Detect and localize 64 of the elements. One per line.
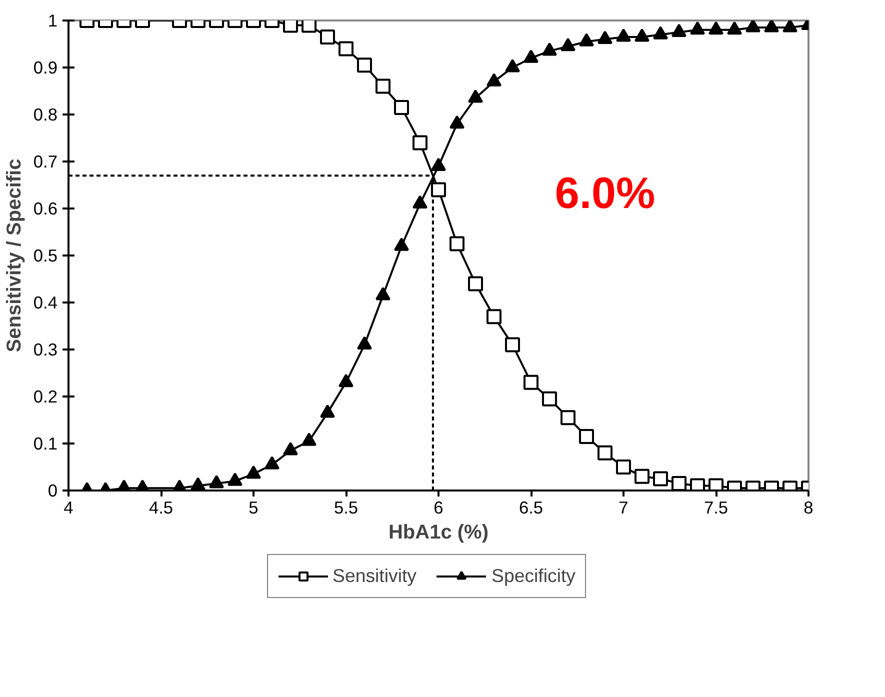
y-tick-label: 1 [48,10,58,30]
x-tick-label: 4.5 [148,498,174,518]
y-tick-label: 0.4 [33,292,58,312]
x-axis-title: HbA1c (%) [388,522,489,544]
point [542,42,557,56]
y-tick-label: 0.6 [33,198,58,218]
point [764,20,779,32]
point [653,26,668,40]
y-tick-label: 0.1 [33,434,58,454]
legend-label: Specificity [492,565,576,587]
point [394,238,409,251]
point [357,58,372,73]
point [598,30,612,44]
point [302,432,316,446]
point [708,478,724,490]
point [209,474,224,488]
y-tick-label: 0.7 [33,152,58,172]
point [560,38,576,52]
point [672,24,686,38]
x-tick-label: 4 [64,498,74,518]
x-tick-label: 5 [248,498,258,518]
point [616,28,631,42]
point [338,374,354,388]
point [357,336,372,350]
point [782,20,798,32]
point [505,58,520,72]
point [246,466,261,479]
point [338,41,354,56]
point [376,286,390,300]
point [283,442,298,456]
point [376,78,390,94]
y-tick-label: 0.3 [33,340,58,360]
point [746,20,760,32]
point [264,456,280,470]
x-tick-label: 6 [434,498,444,518]
point [412,195,428,209]
point [486,73,502,86]
point [228,472,242,486]
y-axis-title: Sensitivity / Specific [3,158,26,352]
y-tick-label: 0 [48,480,58,500]
point [320,404,335,418]
annotation: 6.0% [554,168,656,218]
point [431,158,446,171]
legend-label: Sensitivity [332,565,416,587]
point [708,21,724,35]
x-tick-label: 7 [618,498,628,518]
y-tick-label: 0.2 [33,386,58,406]
point [394,100,409,115]
point [320,29,335,44]
point [579,33,594,46]
point [634,28,650,42]
point [690,478,705,490]
point [468,90,483,103]
point [690,21,705,35]
y-tick-label: 0.8 [33,104,58,124]
y-tick-label: 0.5 [33,246,58,266]
point [524,50,538,63]
x-tick-label: 7.5 [704,498,728,518]
point [727,21,742,35]
x-tick-label: 6.5 [518,498,544,518]
y-tick-label: 0.9 [33,58,58,78]
x-tick-label: 8 [804,498,814,518]
point [450,115,464,129]
x-tick-label: 5.5 [334,498,358,518]
